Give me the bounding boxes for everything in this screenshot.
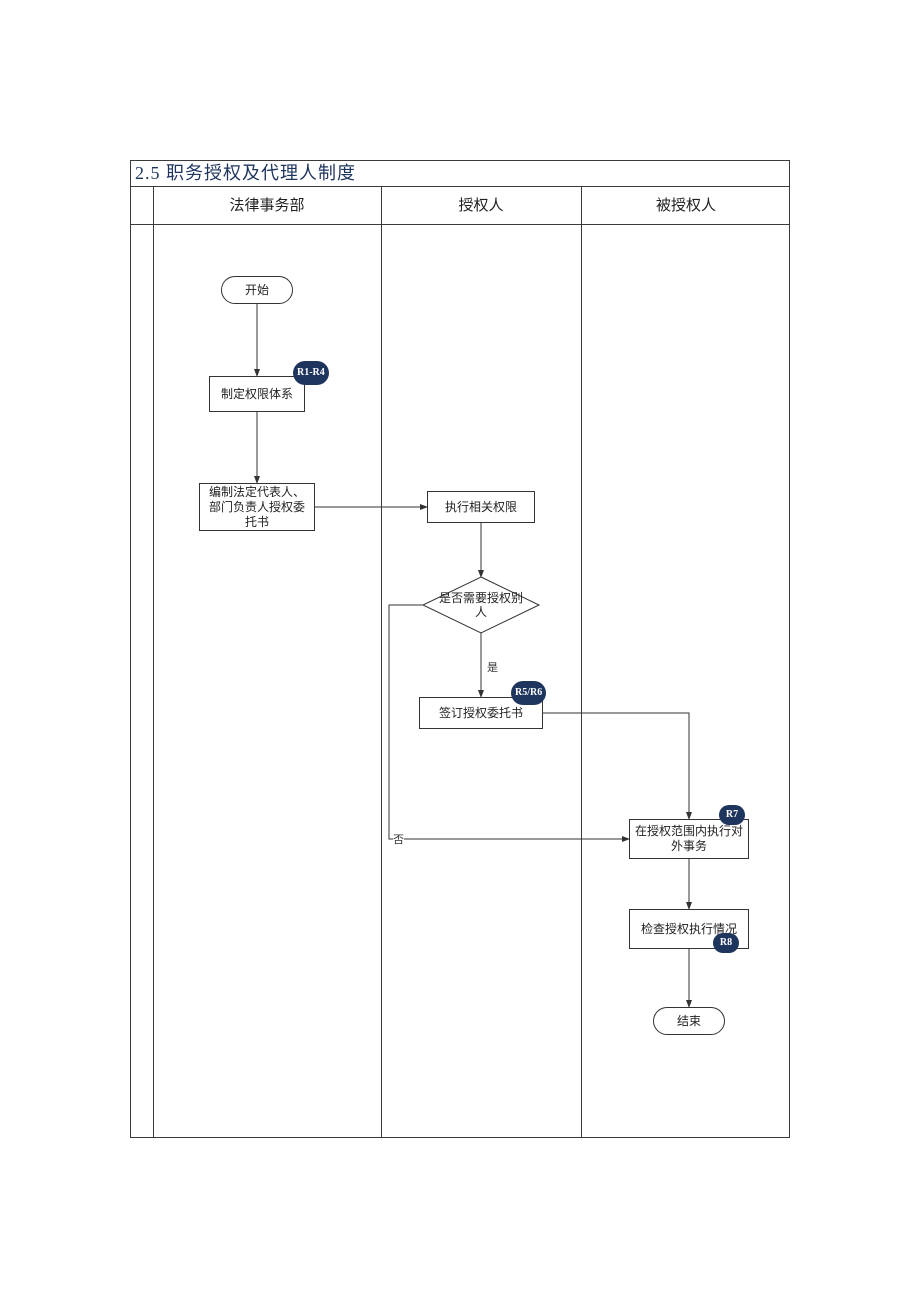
flowchart-canvas — [131, 161, 791, 1139]
process-n3: 执行相关权限 — [427, 491, 535, 523]
terminator-end: 结束 — [653, 1007, 725, 1035]
edge-label-e6: 否 — [393, 831, 404, 847]
risk-badge-b4: R8 — [713, 933, 739, 953]
edge-e7 — [543, 713, 689, 819]
page: 2.5 职务授权及代理人制度 法律事务部授权人被授权人 开始制定权限体系编制法定… — [0, 0, 920, 1301]
process-n5: 在授权范围内执行对外事务 — [629, 819, 749, 859]
edge-label-e5: 是 — [487, 659, 498, 675]
lane-separator — [153, 187, 154, 1137]
risk-badge-b2: R5/R6 — [511, 681, 546, 705]
risk-badge-b3: R7 — [719, 805, 745, 825]
lane-separator — [381, 187, 382, 1137]
decision-d1 — [423, 577, 539, 633]
lane-separator — [581, 187, 582, 1137]
risk-badge-b1: R1-R4 — [293, 361, 329, 385]
process-n1: 制定权限体系 — [209, 376, 305, 412]
swimlane-frame: 2.5 职务授权及代理人制度 法律事务部授权人被授权人 开始制定权限体系编制法定… — [130, 160, 790, 1138]
terminator-start: 开始 — [221, 276, 293, 304]
process-n2: 编制法定代表人、部门负责人授权委托书 — [199, 483, 315, 531]
